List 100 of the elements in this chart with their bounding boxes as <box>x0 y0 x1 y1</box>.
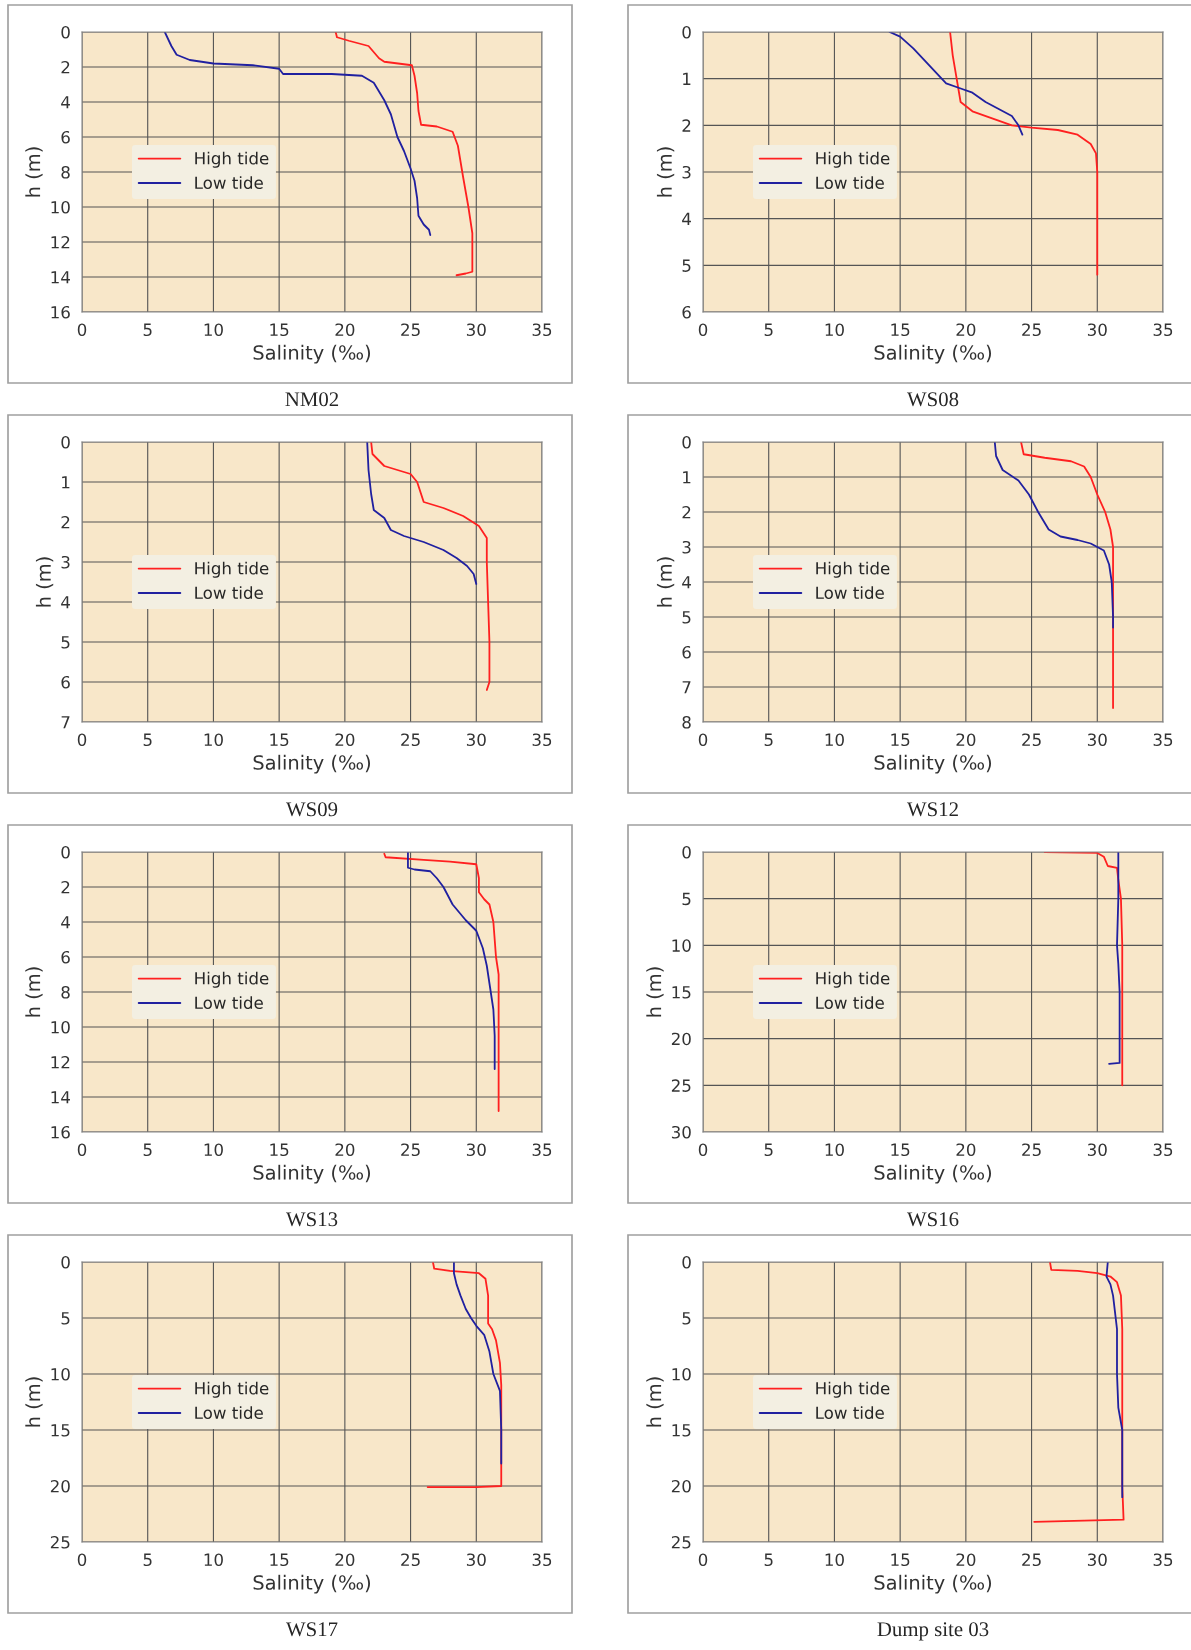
x-tick-label: 15 <box>891 323 910 337</box>
legend-label: High tide <box>195 151 269 168</box>
x-tick-label: 25 <box>1022 733 1041 747</box>
line-series <box>993 442 1114 629</box>
y-tick-label: 0 <box>61 435 70 449</box>
x-tick-label: 10 <box>825 1553 844 1567</box>
y-tick-label: 14 <box>51 271 70 284</box>
x-tick-label: 25 <box>401 733 420 747</box>
x-tick-label: 20 <box>956 733 976 747</box>
y-tick-label: 8 <box>61 165 70 179</box>
x-tick-label: 30 <box>1087 1553 1107 1567</box>
x-tick-label: 30 <box>1087 323 1107 337</box>
line-series <box>453 1262 503 1465</box>
y-tick-label: 10 <box>51 1367 70 1381</box>
y-axis-title: h (m) <box>25 1377 43 1427</box>
x-tick-label: 25 <box>1022 323 1041 337</box>
y-tick-label: 15 <box>672 986 691 999</box>
text: WS09 <box>285 802 338 817</box>
y-tick-label: 6 <box>61 675 70 689</box>
y-tick-label: 4 <box>61 596 70 609</box>
x-tick-label: 0 <box>77 323 87 337</box>
legend-label: Low tide <box>195 176 263 190</box>
y-tick-label: 5 <box>682 1312 691 1325</box>
x-tick-label: 35 <box>1153 733 1173 747</box>
legend-label: Low tide <box>816 586 884 600</box>
y-axis-title: h (m) <box>25 147 43 197</box>
y-tick-label: 0 <box>682 25 691 39</box>
y-tick-label: 2 <box>61 60 70 74</box>
line-series <box>163 32 432 236</box>
y-tick-label: 30 <box>671 1125 691 1139</box>
y-tick-label: 10 <box>672 1367 691 1381</box>
x-tick-label: 10 <box>204 323 223 337</box>
y-tick-label: 4 <box>682 576 691 589</box>
line-series <box>407 852 496 1070</box>
legend-label: High tide <box>816 1381 890 1398</box>
y-tick-label: 7 <box>61 716 70 729</box>
y-tick-label: 6 <box>682 645 691 659</box>
y-tick-label: 5 <box>682 892 691 906</box>
y-tick-label: 12 <box>51 1055 70 1069</box>
x-tick-label: 30 <box>466 323 486 337</box>
x-tick-label: 25 <box>1022 1553 1041 1567</box>
x-tick-label: 25 <box>401 1143 420 1157</box>
x-tick-label: 35 <box>1153 323 1173 337</box>
x-tick-label: 10 <box>825 1143 844 1157</box>
x-tick-label: 10 <box>204 1143 223 1157</box>
x-tick-label: 35 <box>532 1553 552 1567</box>
y-tick-label: 0 <box>682 435 691 449</box>
x-tick-label: 30 <box>466 733 486 747</box>
y-tick-label: 25 <box>50 1535 70 1549</box>
x-tick-label: 5 <box>143 323 152 337</box>
legend-label: Low tide <box>816 996 884 1010</box>
x-tick-label: 20 <box>956 323 976 337</box>
y-tick-label: 14 <box>51 1091 70 1104</box>
y-tick-label: 6 <box>682 305 691 319</box>
y-tick-label: 7 <box>682 681 691 694</box>
line-series <box>1105 1262 1124 1499</box>
x-tick-label: 35 <box>1153 1143 1173 1157</box>
line-series <box>366 442 478 585</box>
y-tick-label: 0 <box>61 1255 70 1269</box>
y-tick-label: 6 <box>61 950 70 964</box>
x-tick-label: 5 <box>143 1553 152 1567</box>
x-tick-label: 5 <box>764 733 773 747</box>
y-tick-label: 3 <box>61 555 70 569</box>
x-tick-label: 10 <box>204 1553 223 1567</box>
x-tick-label: 15 <box>270 733 289 747</box>
y-axis-title: h (m) <box>656 147 675 197</box>
text: NM02 <box>285 392 339 407</box>
line-series <box>334 32 474 277</box>
x-tick-label: 15 <box>891 1553 910 1567</box>
x-tick-label: 15 <box>270 1553 289 1567</box>
x-axis-title: Salinity (‰) <box>253 1574 371 1594</box>
y-tick-label: 20 <box>50 1479 70 1493</box>
x-tick-label: 0 <box>77 1143 87 1157</box>
y-tick-label: 1 <box>62 476 70 489</box>
text: WS08 <box>906 392 959 407</box>
legend-label: Low tide <box>816 1406 884 1420</box>
y-tick-label: 10 <box>672 939 691 952</box>
x-tick-label: 0 <box>698 1143 708 1157</box>
x-axis-title: Salinity (‰) <box>253 1164 371 1184</box>
y-axis-title: h (m) <box>656 557 675 607</box>
legend-label: Low tide <box>195 586 263 600</box>
x-axis-title: Salinity (‰) <box>874 754 992 774</box>
y-tick-label: 2 <box>61 880 70 894</box>
x-tick-label: 0 <box>698 733 708 747</box>
legend-label: High tide <box>816 971 890 988</box>
x-tick-label: 10 <box>825 323 844 337</box>
text: Dump site 03 <box>877 1622 989 1641</box>
x-tick-label: 5 <box>764 1143 773 1157</box>
y-tick-label: 16 <box>51 305 70 319</box>
line-series <box>1108 852 1121 1065</box>
x-tick-label: 15 <box>891 733 910 747</box>
x-tick-label: 5 <box>764 323 773 337</box>
legend-label: High tide <box>816 151 890 168</box>
y-tick-label: 25 <box>671 1079 691 1092</box>
x-tick-label: 20 <box>335 1553 355 1567</box>
legend-label: Low tide <box>816 176 884 190</box>
y-tick-label: 10 <box>51 1020 70 1034</box>
line-series <box>1020 442 1114 709</box>
y-tick-label: 5 <box>682 259 691 272</box>
x-tick-label: 20 <box>335 323 355 337</box>
